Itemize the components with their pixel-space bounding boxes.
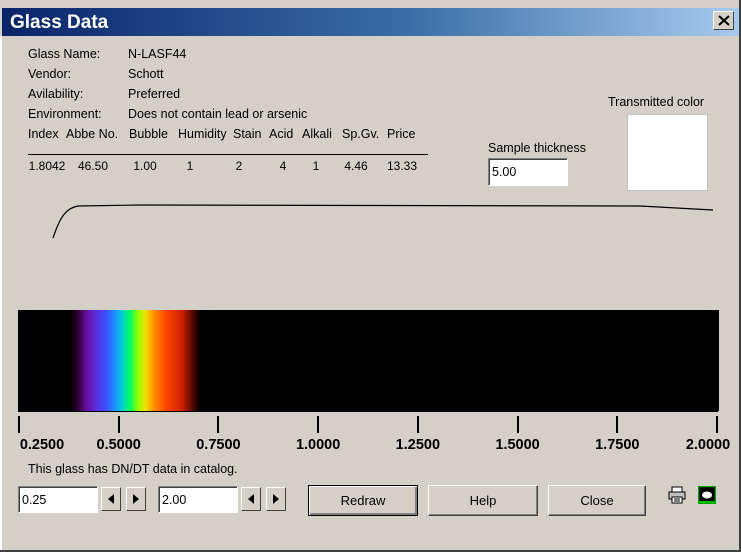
transmitted-color-swatch xyxy=(627,114,708,191)
range-max-decrease-button[interactable] xyxy=(241,487,261,511)
axis-tick-label: 1.7500 xyxy=(595,437,640,453)
environment-label: Environment: xyxy=(28,107,102,121)
window-title: Glass Data xyxy=(10,12,109,33)
sample-thickness-label: Sample thickness xyxy=(488,141,586,155)
axis-tick-label: 2.0000 xyxy=(685,437,731,453)
axis-tick-label: 0.5000 xyxy=(96,437,141,453)
range-min-input[interactable] xyxy=(18,486,98,513)
environment-value: Does not contain lead or arsenic xyxy=(128,107,308,121)
value-humidity: 1 xyxy=(186,159,194,173)
title-bar: Glass Data xyxy=(2,8,739,36)
value-bubble: 1.00 xyxy=(133,159,157,173)
axis-tick-label: 1.5000 xyxy=(495,437,540,453)
glass-name-label: Glass Name: xyxy=(28,47,101,61)
close-button[interactable]: Close xyxy=(548,485,646,516)
header-spgv: Sp.Gv. xyxy=(342,127,380,141)
help-button[interactable]: Help xyxy=(428,485,538,516)
arrow-left-icon xyxy=(248,494,254,504)
axis-tick-label: 0.7500 xyxy=(196,437,241,453)
availability-value: Preferred xyxy=(128,87,181,101)
header-bubble: Bubble xyxy=(129,127,168,141)
arrow-left-icon xyxy=(108,494,114,504)
value-acid: 4 xyxy=(279,159,287,173)
axis-tick-label: 0.2500 xyxy=(19,437,65,453)
spectrum-band xyxy=(18,310,719,411)
vendor-value: Schott xyxy=(128,67,164,81)
transmission-curve xyxy=(52,204,714,239)
axis-tick-label: 1.2500 xyxy=(395,437,441,453)
printer-icon[interactable] xyxy=(668,486,686,504)
window-edge-bottom xyxy=(0,550,741,552)
dndt-note: This glass has DN/DT data in catalog. xyxy=(28,462,238,476)
axis-tick xyxy=(217,416,220,433)
axis-tick-label: 1.0000 xyxy=(295,437,341,453)
arrow-right-icon xyxy=(273,494,279,504)
value-index: 1.8042 xyxy=(28,159,66,173)
sample-thickness-input[interactable] xyxy=(488,158,568,186)
axis-tick xyxy=(317,416,320,433)
value-abbe: 46.50 xyxy=(77,159,109,173)
axis-tick xyxy=(18,416,20,433)
transmitted-color-label: Transmitted color xyxy=(608,95,705,109)
value-spgv: 4.46 xyxy=(344,159,368,173)
header-acid: Acid xyxy=(269,127,294,141)
range-min-increase-button[interactable] xyxy=(126,487,146,511)
vendor-label: Vendor: xyxy=(28,67,72,81)
window-close-button[interactable] xyxy=(713,11,734,30)
axis-tick xyxy=(716,416,718,433)
availability-label: Avilability: xyxy=(28,87,84,101)
header-alkali: Alkali xyxy=(302,127,332,141)
header-humidity: Humidity xyxy=(178,127,227,141)
redraw-button[interactable]: Redraw xyxy=(308,485,418,516)
close-icon xyxy=(718,15,730,26)
window-edge-left xyxy=(0,36,2,552)
range-max-increase-button[interactable] xyxy=(266,487,286,511)
window-edge-right xyxy=(739,0,741,552)
range-min-decrease-button[interactable] xyxy=(101,487,121,511)
value-alkali: 1 xyxy=(312,159,320,173)
arrow-right-icon xyxy=(133,494,139,504)
range-max-input[interactable] xyxy=(158,486,238,513)
header-price: Price xyxy=(387,127,416,141)
value-price: 13.33 xyxy=(386,159,418,173)
axis-tick xyxy=(416,416,419,433)
spectrum-axis-line xyxy=(18,411,718,412)
header-stain: Stain xyxy=(233,127,262,141)
value-stain: 2 xyxy=(235,159,243,173)
glass-name-value: N-LASF44 xyxy=(128,47,187,61)
screenshot-icon[interactable] xyxy=(698,486,716,504)
table-divider xyxy=(28,154,428,155)
axis-tick xyxy=(616,416,619,433)
axis-tick xyxy=(117,416,120,433)
header-index: Index xyxy=(28,127,59,141)
axis-tick xyxy=(516,416,519,433)
header-abbe: Abbe No. xyxy=(66,127,119,141)
